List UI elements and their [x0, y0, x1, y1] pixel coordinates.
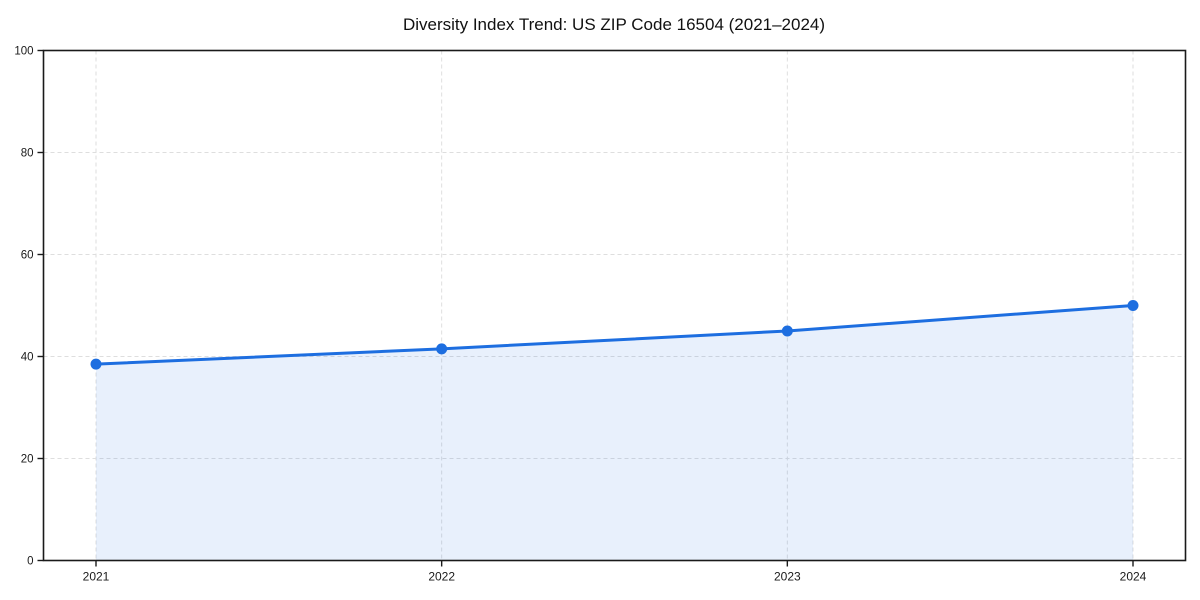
area-under-line — [96, 305, 1133, 561]
y-tick-label: 40 — [21, 352, 34, 364]
x-tick-label: 2024 — [1120, 570, 1147, 584]
y-tick-label: 60 — [21, 250, 34, 262]
x-tick-label: 2022 — [428, 570, 455, 584]
chart-title: Diversity Index Trend: US ZIP Code 16504… — [403, 15, 825, 34]
y-tick-label: 80 — [21, 148, 34, 160]
x-tick-label: 2023 — [774, 570, 801, 584]
area-fill — [96, 305, 1133, 561]
axis-ticks — [37, 49, 1134, 567]
data-point — [436, 343, 448, 355]
y-tick-label: 0 — [27, 556, 33, 568]
axis-tick-labels: 0 20 40 60 80 100 2021 2022 2023 2024 — [14, 46, 1146, 584]
data-point — [781, 325, 793, 337]
series-line — [94, 304, 1135, 366]
y-tick-label: 100 — [14, 46, 33, 58]
trend-line — [94, 304, 1135, 366]
plot-border — [42, 49, 1187, 562]
x-tick-label: 2021 — [83, 570, 110, 584]
plot-frame — [42, 49, 1187, 562]
data-points — [90, 300, 1139, 370]
data-point — [90, 358, 102, 370]
y-tick-label: 20 — [21, 454, 34, 466]
data-point — [1127, 300, 1139, 311]
